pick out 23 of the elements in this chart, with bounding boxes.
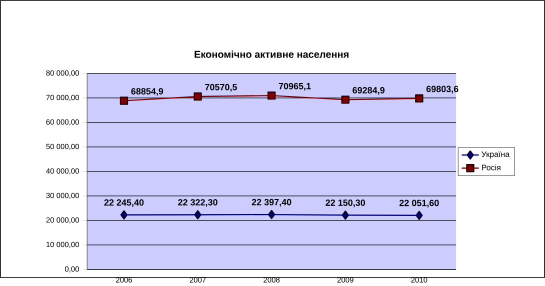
legend-label: Росія <box>482 164 500 170</box>
data-label: 70570,5 <box>205 84 237 92</box>
data-label: 69803,6 <box>426 86 458 94</box>
data-label: 22 150,30 <box>326 200 366 208</box>
data-label: 22 051,60 <box>399 200 439 208</box>
point <box>120 96 128 105</box>
point <box>120 210 128 220</box>
legend-label: Україна <box>482 152 510 159</box>
point <box>342 210 349 220</box>
data-label: 22 397,40 <box>252 198 292 207</box>
data-label: 70965,1 <box>278 83 311 91</box>
point <box>194 92 202 101</box>
data-label: 22 245,40 <box>104 199 144 208</box>
data-label: 22 322,30 <box>178 199 218 207</box>
point <box>267 92 276 100</box>
data-label: 68854,9 <box>131 88 164 96</box>
point <box>268 210 276 220</box>
point <box>194 210 202 220</box>
point <box>416 210 423 220</box>
point <box>341 96 350 104</box>
data-label: 69284,9 <box>352 87 385 95</box>
chart-title: Економічно активне населення <box>194 50 348 58</box>
point <box>415 94 424 103</box>
